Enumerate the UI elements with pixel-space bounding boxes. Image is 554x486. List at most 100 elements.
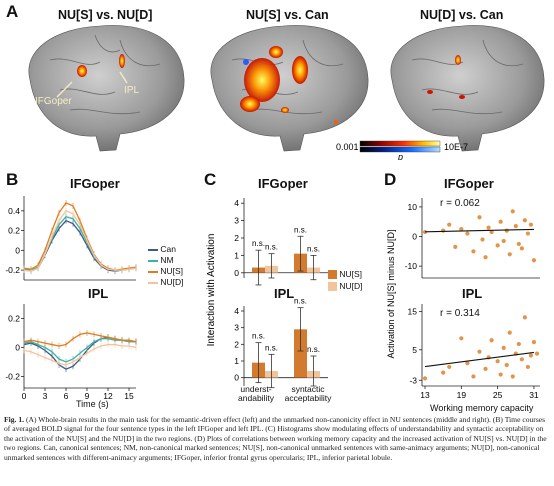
brain-middle bbox=[210, 25, 369, 152]
d-ytick-label-0-1: 0 bbox=[412, 232, 417, 242]
d-point-0-13 bbox=[498, 219, 503, 224]
c-ns-label-1-2: n.s. bbox=[294, 297, 307, 306]
caption-text: (A) Whole-brain results in the main task… bbox=[4, 415, 547, 462]
d-point-1-3 bbox=[459, 336, 464, 341]
panel-c-xcat1-line2: andability bbox=[238, 393, 274, 403]
c-ylabel: Interaction with Activation bbox=[206, 234, 217, 347]
d-point-1-23 bbox=[534, 351, 540, 356]
d-point-0-0 bbox=[422, 229, 428, 235]
b-ytick-label-1-1: 0 bbox=[15, 342, 20, 352]
d-ylabel: Activation of NU[S] minus NU[D] bbox=[386, 229, 396, 358]
legend-item-bar-nus: NU[S] bbox=[328, 268, 363, 280]
b-series-line-0-2 bbox=[23, 202, 137, 271]
b-xtick-label-1-4: 12 bbox=[103, 391, 113, 400]
c-ytick-label-0-3: 3 bbox=[234, 216, 239, 226]
c-ytick-label-0-1: 1 bbox=[234, 250, 239, 260]
brain-right bbox=[390, 25, 545, 152]
c-ns-label-1-3: n.s. bbox=[307, 345, 320, 354]
d-point-1-14 bbox=[507, 330, 512, 335]
panel-d-r-bottom: r = 0.314 bbox=[440, 308, 480, 319]
legend-swatch-nm bbox=[148, 259, 158, 262]
d-ytick-label-0-2: 10 bbox=[408, 202, 418, 212]
b-xtick-label-1-0: 0 bbox=[22, 391, 27, 400]
d-point-0-11 bbox=[489, 229, 494, 235]
panel-b-charts: -0.2 0 0.2 0.4 -0.2 0 0.2 0 3 6 9 12 15 bbox=[5, 196, 137, 400]
d-point-0-14 bbox=[501, 238, 506, 244]
d-point-0-4 bbox=[459, 227, 464, 232]
c-ns-label-1-0: n.s. bbox=[252, 332, 265, 341]
colorbar-cold bbox=[359, 146, 441, 153]
c-ns-label-0-1: n.s. bbox=[265, 243, 278, 252]
legend-swatch-bar-nud bbox=[328, 282, 337, 292]
legend-label-can: Can bbox=[160, 244, 176, 254]
d-xtick-label-1-1: 19 bbox=[457, 390, 467, 400]
b-ytick-label-1-2: 0.2 bbox=[8, 313, 20, 323]
d-point-1-19 bbox=[522, 315, 527, 320]
d-ytick-label-1-0: -3 bbox=[409, 375, 417, 385]
b-xtick-label-1-1: 3 bbox=[43, 391, 48, 400]
b-ytick-label-1-0: -0.2 bbox=[5, 371, 20, 381]
legend-item-can: Can bbox=[148, 244, 184, 255]
brain-left bbox=[28, 25, 185, 152]
legend-swatch-nus bbox=[148, 270, 158, 273]
d-point-0-8 bbox=[480, 237, 485, 242]
d-point-1-20 bbox=[525, 364, 530, 370]
legend-swatch-nud bbox=[148, 281, 158, 284]
d-point-1-10 bbox=[495, 359, 500, 364]
d-point-1-9 bbox=[489, 338, 494, 343]
figure-caption: Fig. 1. (A) Whole-brain results in the m… bbox=[4, 415, 550, 462]
ifgoper-label: IFGoper bbox=[35, 96, 72, 107]
d-point-0-20 bbox=[519, 246, 524, 251]
panel-b-top-title: IFGoper bbox=[70, 176, 120, 191]
colorbar-min: 0.001 bbox=[336, 142, 359, 152]
d-xtick-label-1-0: 13 bbox=[420, 390, 430, 400]
c-ytick-label-0-0: 0 bbox=[234, 268, 239, 278]
c-ytick-label-1-2: 2 bbox=[234, 339, 239, 349]
brain-title-right: NU[D] vs. Can bbox=[420, 8, 504, 22]
panel-c-legend: NU[S] NU[D] bbox=[328, 268, 363, 292]
panel-c-bottom-title: IPL bbox=[274, 286, 295, 301]
d-xtick-label-1-3: 31 bbox=[529, 390, 539, 400]
d-point-1-4 bbox=[465, 361, 470, 366]
legend-label-nus: NU[S] bbox=[160, 266, 184, 276]
ifgoper-pointer bbox=[56, 81, 73, 98]
d-ytick-label-1-2: 15 bbox=[408, 307, 418, 317]
c-ytick-label-1-4: 4 bbox=[234, 306, 239, 316]
ipl-blob bbox=[119, 54, 125, 68]
d-ytick-label-0-0: -10 bbox=[405, 261, 418, 271]
legend-label-nud: NU[D] bbox=[160, 277, 184, 287]
d-point-0-2 bbox=[447, 222, 452, 227]
panel-c-xcat2: syntactic acceptability bbox=[280, 385, 336, 403]
c-ytick-label-0-2: 2 bbox=[234, 233, 239, 243]
d-point-0-19 bbox=[516, 241, 521, 247]
b-xtick-label-1-2: 6 bbox=[64, 391, 69, 400]
panel-a-letter: A bbox=[6, 2, 19, 21]
legend-item-bar-nud: NU[D] bbox=[328, 280, 363, 292]
d-point-1-17 bbox=[516, 341, 521, 347]
c-ytick-label-1-0: 0 bbox=[234, 373, 239, 383]
d-point-0-1 bbox=[441, 228, 446, 233]
d-point-1-13 bbox=[504, 362, 509, 368]
b-xtick-label-1-3: 9 bbox=[85, 391, 90, 400]
panel-c-charts: Interaction with Activation 0 1 2 3 4 n.s. n.s.… bbox=[206, 198, 328, 389]
panel-d-top-title: IFGoper bbox=[444, 176, 494, 191]
panel-b-xlabel: Time (s) bbox=[76, 399, 109, 409]
brain-title-middle: NU[S] vs. Can bbox=[246, 8, 329, 22]
b-ytick-label-0-1: 0 bbox=[15, 245, 20, 255]
caption-head: Fig. 1. bbox=[4, 415, 25, 424]
d-fit-line-1 bbox=[424, 351, 535, 368]
panel-c-xcat1-line1: underst- bbox=[240, 384, 272, 394]
d-point-0-18 bbox=[513, 224, 518, 229]
d-point-1-21 bbox=[528, 353, 534, 358]
b-ytick-label-0-0: -0.2 bbox=[5, 265, 20, 275]
legend-label-nm: NM bbox=[160, 255, 174, 265]
b-ytick-label-0-3: 0.4 bbox=[8, 206, 20, 216]
c-ytick-label-1-1: 1 bbox=[234, 356, 239, 366]
d-point-1-1 bbox=[441, 370, 446, 375]
brain-maps: IFGoper IPL 0.001 10E-7 p bbox=[28, 25, 545, 160]
panel-b-letter: B bbox=[6, 170, 19, 189]
d-point-1-15 bbox=[510, 374, 515, 379]
ipl-label: IPL bbox=[124, 85, 139, 96]
d-point-0-24 bbox=[531, 258, 537, 263]
legend-label-bar-nud: NU[D] bbox=[339, 281, 363, 291]
